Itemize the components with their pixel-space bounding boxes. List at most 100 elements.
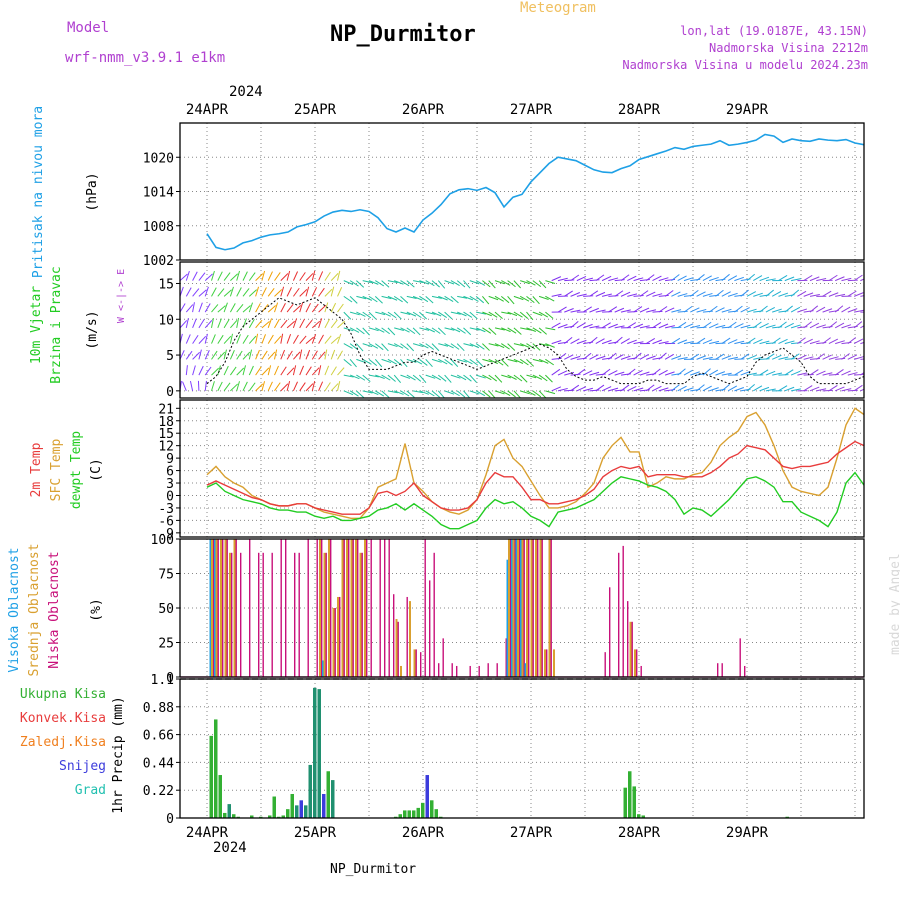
cloud-bar-low bbox=[325, 552, 327, 677]
wind-barb bbox=[620, 355, 631, 360]
pressure-axis-label: Pritisak na nivou mora bbox=[31, 106, 46, 278]
precip-bar bbox=[407, 810, 411, 818]
wind-barb bbox=[740, 307, 750, 313]
cloud-bar-low bbox=[451, 663, 453, 677]
cloud-bar-low bbox=[721, 663, 723, 677]
wind-barb bbox=[400, 295, 409, 304]
cloud-bar-low bbox=[438, 663, 440, 677]
wind-barb bbox=[620, 291, 631, 297]
wind-barb bbox=[589, 290, 599, 297]
wind-barb bbox=[204, 303, 211, 313]
precip-bar bbox=[416, 807, 420, 818]
wind-barb bbox=[784, 386, 795, 392]
wind-barb bbox=[683, 305, 693, 313]
wind-barb bbox=[362, 343, 373, 348]
y-tick-label: 9 bbox=[166, 452, 174, 467]
wind-barb bbox=[601, 368, 611, 376]
wind-barb bbox=[822, 308, 833, 313]
wind-barb bbox=[318, 381, 324, 392]
wind-barb bbox=[734, 323, 744, 329]
wind-compass-label: W <-|-> E bbox=[116, 269, 127, 323]
wind-barb bbox=[362, 311, 372, 319]
wind-barb bbox=[292, 365, 297, 376]
wind-barb bbox=[324, 272, 331, 281]
wind-barb bbox=[406, 390, 415, 398]
wind-barb bbox=[854, 309, 864, 313]
wind-barb bbox=[520, 390, 530, 395]
wind-barb bbox=[639, 307, 650, 313]
wind-barb bbox=[274, 289, 283, 297]
wind-barb bbox=[381, 343, 389, 352]
wind-barb bbox=[229, 286, 234, 297]
wind-barb bbox=[286, 270, 291, 281]
wind-barb bbox=[772, 372, 783, 376]
date-label-top: 24APR bbox=[186, 102, 229, 118]
wind-barb bbox=[690, 371, 700, 376]
wind-barb bbox=[715, 324, 726, 329]
wind-barb bbox=[841, 306, 851, 313]
wind-barb bbox=[463, 295, 474, 301]
y-tick-label: 0.22 bbox=[143, 784, 174, 799]
wind-barb bbox=[683, 323, 694, 329]
wind-barb bbox=[538, 343, 549, 347]
wind-barb bbox=[778, 385, 788, 392]
wind-barb bbox=[267, 271, 273, 281]
wind-barb bbox=[834, 305, 844, 313]
wind-barb bbox=[822, 372, 833, 376]
wind-barb bbox=[690, 289, 699, 297]
wind-barb bbox=[715, 307, 725, 313]
wind-barb bbox=[822, 337, 831, 345]
wind-barb bbox=[803, 356, 814, 360]
wind-barb bbox=[393, 295, 403, 303]
wind-barb bbox=[696, 308, 707, 313]
wind-barb bbox=[790, 324, 801, 329]
wind-barb bbox=[709, 387, 719, 392]
wind-barb bbox=[261, 350, 268, 360]
wind-barb bbox=[690, 324, 701, 329]
wind-barb bbox=[854, 373, 864, 376]
cloud-bar-mid bbox=[346, 539, 348, 677]
wind-barb bbox=[406, 343, 415, 352]
wind-barb bbox=[620, 338, 630, 345]
wind-barb bbox=[816, 388, 827, 392]
wind-barb bbox=[248, 289, 257, 297]
wind-barb bbox=[860, 295, 864, 297]
wind-barb bbox=[437, 280, 446, 289]
wind-barb bbox=[608, 387, 619, 392]
wind-barb bbox=[633, 277, 644, 282]
wind-barb bbox=[311, 381, 316, 391]
wind-barb bbox=[664, 371, 675, 376]
wind-barb bbox=[343, 358, 352, 367]
y-tick-label: 0 bbox=[166, 812, 174, 827]
wind-barb bbox=[248, 365, 254, 376]
wind-barb bbox=[734, 276, 744, 282]
wind-barb bbox=[702, 385, 712, 392]
wind-barb bbox=[557, 324, 568, 329]
wind-barb bbox=[784, 305, 793, 313]
wind-barb bbox=[374, 295, 383, 304]
wind-barb bbox=[583, 295, 594, 297]
wind-barb bbox=[727, 339, 738, 345]
y-tick-label: -6 bbox=[158, 514, 174, 529]
wind-axis-label-2: Brzina i Pravac bbox=[49, 266, 64, 383]
panel-frame-2 bbox=[179, 261, 865, 399]
wind-barb bbox=[185, 334, 191, 344]
wind-barb bbox=[204, 273, 213, 281]
wind-barb bbox=[853, 321, 863, 329]
wind-barb bbox=[790, 370, 801, 376]
wind-barb bbox=[759, 323, 769, 329]
wind-barb bbox=[211, 334, 216, 344]
panel-frame-3 bbox=[179, 399, 865, 538]
wind-barb bbox=[393, 374, 402, 384]
precip-bar bbox=[295, 805, 299, 818]
wind-barb bbox=[438, 343, 449, 347]
wind-barb bbox=[438, 311, 447, 318]
cloud-bar-low bbox=[330, 539, 332, 677]
wind-barb bbox=[349, 295, 358, 304]
wind-barb bbox=[286, 287, 292, 297]
wind-barb bbox=[677, 310, 688, 313]
wind-barb bbox=[860, 341, 864, 345]
wind-barb bbox=[324, 335, 332, 344]
wind-barb bbox=[280, 303, 286, 313]
wind-barb bbox=[797, 372, 808, 376]
